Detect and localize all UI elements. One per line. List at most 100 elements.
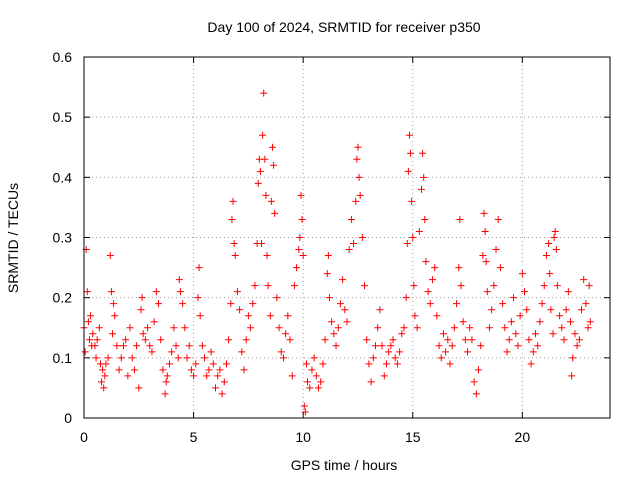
data-point — [207, 348, 215, 356]
data-point — [268, 143, 276, 151]
data-point — [330, 330, 338, 338]
data-point — [102, 360, 110, 368]
data-point — [470, 378, 478, 386]
data-point — [549, 330, 557, 338]
data-point — [227, 300, 235, 308]
data-point — [119, 342, 127, 350]
data-point — [409, 234, 417, 241]
data-point — [396, 348, 404, 356]
data-point — [422, 258, 430, 266]
data-point — [135, 384, 143, 392]
data-point — [437, 354, 445, 362]
data-point — [481, 227, 489, 235]
data-point — [586, 318, 594, 326]
data-point — [468, 336, 476, 344]
data-point — [175, 276, 183, 284]
data-point — [393, 360, 401, 368]
data-point — [353, 155, 361, 163]
data-point — [464, 348, 472, 356]
data-point — [418, 185, 426, 193]
data-point — [92, 354, 100, 362]
data-point — [150, 318, 158, 326]
data-point — [216, 366, 224, 374]
data-point — [293, 264, 301, 272]
data-point — [165, 360, 173, 368]
data-point — [545, 240, 553, 248]
data-point — [256, 167, 264, 175]
data-point — [296, 234, 304, 241]
y-tick-label: 0.2 — [53, 290, 73, 306]
data-point — [209, 360, 217, 368]
data-point — [529, 348, 537, 356]
data-point — [339, 276, 347, 284]
data-point — [115, 366, 123, 374]
data-point — [238, 348, 246, 356]
data-point — [385, 348, 393, 356]
data-point — [176, 288, 184, 296]
data-point — [567, 318, 575, 326]
data-point — [490, 282, 498, 290]
data-point — [212, 384, 219, 392]
data-point — [540, 282, 548, 290]
data-point — [254, 179, 262, 187]
x-tick-label: 20 — [515, 429, 531, 445]
data-point — [457, 282, 465, 290]
data-point — [198, 342, 206, 350]
data-point — [507, 318, 515, 326]
data-point — [133, 342, 141, 350]
data-point — [163, 372, 171, 380]
data-point — [244, 312, 252, 320]
data-point — [152, 288, 160, 296]
data-point — [185, 342, 193, 350]
data-point — [352, 197, 360, 205]
data-point — [203, 372, 211, 380]
data-point — [205, 366, 213, 374]
data-point — [148, 348, 156, 356]
x-tick-label: 0 — [80, 429, 88, 445]
data-point — [126, 324, 134, 332]
data-point — [139, 330, 147, 338]
data-point — [304, 378, 312, 386]
data-point — [420, 173, 428, 181]
data-point — [321, 336, 329, 344]
data-point — [367, 378, 375, 386]
data-point — [315, 384, 323, 392]
data-point — [431, 264, 439, 272]
data-point — [421, 215, 429, 223]
data-point — [297, 191, 305, 199]
data-point — [523, 306, 531, 314]
data-point — [81, 348, 89, 356]
data-point — [172, 342, 180, 350]
data-point — [389, 336, 397, 344]
data-point — [355, 173, 363, 181]
data-point — [299, 252, 307, 260]
data-point — [407, 149, 415, 157]
data-point — [363, 336, 371, 344]
data-point — [575, 336, 583, 344]
data-point — [516, 312, 524, 320]
x-tick-label: 5 — [190, 429, 198, 445]
data-point — [228, 215, 236, 223]
data-point — [192, 360, 200, 368]
data-point — [456, 215, 464, 223]
y-tick-label: 0.5 — [53, 109, 73, 125]
data-point — [168, 348, 176, 356]
y-tick-label: 0 — [64, 410, 72, 426]
data-point — [262, 191, 270, 199]
data-point — [435, 342, 443, 350]
data-point — [448, 342, 456, 350]
data-point — [371, 342, 379, 350]
data-point — [382, 360, 390, 368]
data-point — [108, 330, 116, 338]
data-point — [93, 336, 101, 344]
data-point — [263, 252, 271, 260]
data-point — [345, 246, 353, 254]
data-point — [122, 336, 130, 344]
data-point — [183, 354, 191, 362]
data-point — [365, 360, 373, 368]
data-point — [310, 354, 318, 362]
data-point — [201, 354, 209, 362]
y-axis-label: SRMTID / TECUs — [5, 183, 21, 293]
data-point — [380, 372, 388, 380]
